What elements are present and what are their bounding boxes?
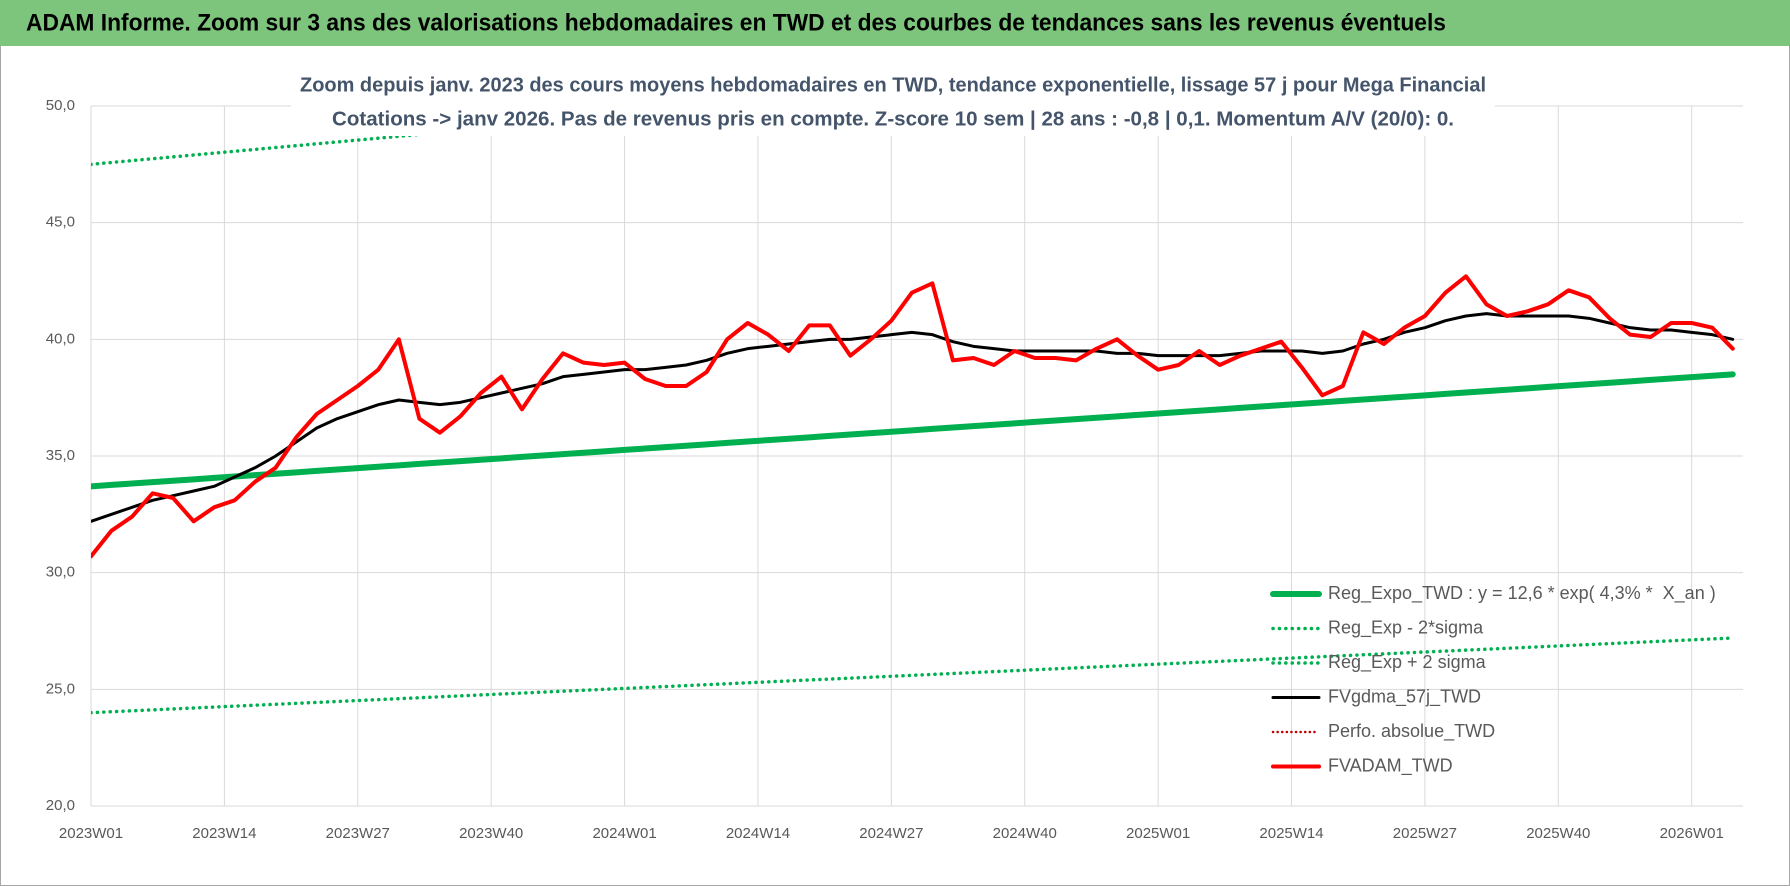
- x-tick-label: 2023W14: [192, 825, 256, 842]
- series-line: [91, 636, 1735, 715]
- subtitle-box: [291, 68, 1495, 136]
- x-tick-label: 2023W01: [59, 825, 123, 842]
- chart-subtitle: Zoom depuis janv. 2023 des cours moyens …: [300, 74, 1486, 96]
- legend-label: FVADAM_TWD: [1328, 755, 1453, 776]
- series-line: [91, 104, 774, 167]
- x-tick-label: 2025W14: [1259, 825, 1323, 842]
- chart-subtitle: Cotations -> janv 2026. Pas de revenus p…: [332, 108, 1454, 130]
- x-tick-label: 2024W40: [993, 825, 1057, 842]
- y-tick-label: 50,0: [46, 97, 75, 114]
- series-line: [91, 312, 1735, 523]
- banner-title: ADAM Informe. Zoom sur 3 ans des valoris…: [26, 9, 1446, 36]
- x-tick-label: 2024W14: [726, 825, 790, 842]
- x-tick-label: 2026W01: [1660, 825, 1724, 842]
- x-tick-label: 2023W40: [459, 825, 523, 842]
- legend-label: Reg_Exp + 2 sigma: [1328, 652, 1487, 673]
- plot-area: [91, 104, 1736, 715]
- legend: Reg_Expo_TWD : y = 12,6 * exp( 4,3% * X_…: [1270, 583, 1716, 776]
- x-tick-label: 2023W27: [326, 825, 390, 842]
- y-tick-label: 20,0: [46, 797, 75, 814]
- y-tick-label: 40,0: [46, 330, 75, 347]
- x-tick-label: 2024W01: [592, 825, 656, 842]
- y-tick-label: 25,0: [46, 680, 75, 697]
- banner: [0, 0, 1790, 46]
- labels: 20,0 25,0 30,0 35,0 40,0 45,0 50,0 2023W01 2023W…: [46, 97, 1724, 842]
- legend-label: Perfo. absolue_TWD: [1328, 721, 1495, 742]
- x-tick-label: 2024W27: [859, 825, 923, 842]
- x-tick-label: 2025W27: [1393, 825, 1457, 842]
- x-tick-label: 2025W01: [1126, 825, 1190, 842]
- series-line: [91, 371, 1736, 490]
- legend-label: Reg_Expo_TWD : y = 12,6 * exp( 4,3% * X_…: [1328, 583, 1716, 604]
- y-tick-label: 45,0: [46, 214, 75, 231]
- y-tick-label: 35,0: [46, 447, 75, 464]
- y-tick-label: 30,0: [46, 564, 75, 581]
- legend-label: FVgdma_57j_TWD: [1328, 686, 1481, 707]
- x-tick-label: 2025W40: [1526, 825, 1590, 842]
- series-line: [91, 274, 1735, 559]
- legend-label: Reg_Exp - 2*sigma: [1328, 617, 1484, 638]
